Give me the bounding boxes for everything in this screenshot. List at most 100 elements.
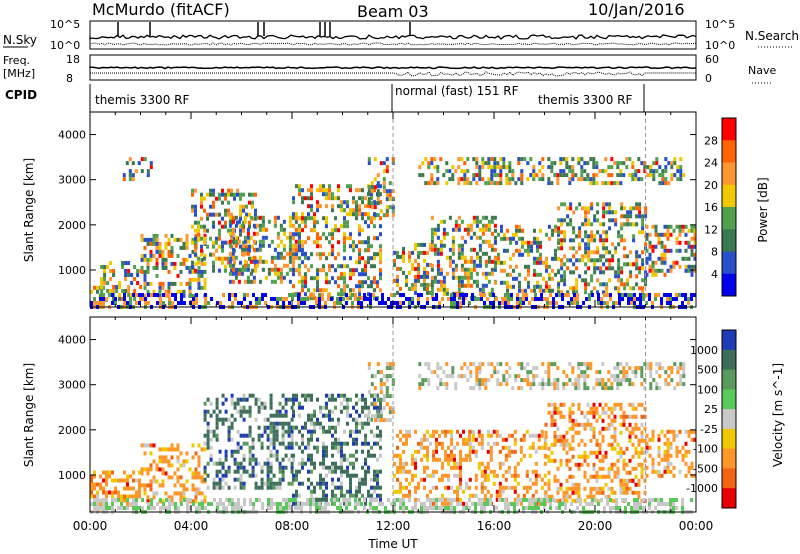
scatter-cell [337,184,340,189]
scatter-cell [252,293,255,297]
scatter-cell [577,486,581,491]
scatter-cell [270,239,274,244]
scatter-cell [554,272,557,277]
scatter-cell [272,429,276,434]
scatter-cell [466,259,470,264]
scatter-cell [622,482,626,487]
scatter-cell [266,457,270,462]
scatter-cell [382,398,386,403]
scatter-cell [373,236,376,241]
scatter-cell [248,220,251,225]
scatter-cell [132,293,135,297]
scatter-cell [188,289,192,294]
scatter-cell [655,157,659,162]
scatter-cell [663,441,667,446]
scatter-cell [352,240,355,245]
scatter-cell [122,173,126,178]
scatter-cell [276,255,280,260]
scatter-cell [126,486,129,491]
scatter-cell [581,278,585,283]
scatter-cell [584,210,588,215]
scatter-cell [472,157,476,162]
scatter-cell [340,292,343,297]
scatter-cell [292,200,295,205]
scatter-cell [111,470,114,475]
scatter-cell [333,502,336,506]
scatter-cell [273,215,277,220]
scatter-cell [584,222,588,227]
scatter-cell [536,236,539,241]
scatter-cell [622,410,626,415]
scatter-cell [564,293,567,297]
scatter-cell [602,222,606,227]
scatter-cell [298,188,301,193]
scatter-cell [568,362,572,367]
scatter-cell [484,259,488,264]
scatter-cell [596,258,600,263]
scatter-cell [601,438,605,443]
scatter-cell [475,263,479,268]
scatter-cell [96,301,99,305]
scatter-cell [248,449,252,454]
scatter-cell [658,165,662,170]
scatter-cell [93,506,96,510]
scatter-cell [592,466,596,471]
scatter-cell [465,441,468,446]
scatter-cell [282,219,286,224]
scatter-cell [474,493,478,498]
freq-tick-bottom: 8 [66,72,73,85]
scatter-cell [605,286,609,291]
scatter-cell [542,288,545,293]
scatter-cell [343,236,346,241]
scatter-cell [272,421,276,426]
scatter-cell [613,438,617,443]
scatter-cell [340,461,343,466]
scatter-cell [179,499,183,504]
scatter-cell [571,422,575,427]
scatter-cell [634,482,638,487]
scatter-cell [337,264,340,269]
scatter-cell [521,244,524,249]
scatter-cell [203,413,207,418]
scatter-cell [514,378,518,383]
scatter-cell [399,489,402,494]
scatter-cell [517,374,521,379]
scatter-cell [408,493,411,498]
scatter-cell [373,433,376,438]
scatter-cell [328,188,331,193]
scatter-cell [540,477,544,482]
scatter-cell [194,268,197,273]
scatter-cell [414,246,417,251]
scatter-cell [363,293,366,297]
scatter-cell [560,266,564,271]
scatter-cell [405,477,408,482]
scatter-cell [221,200,224,205]
scatter-cell [373,453,376,458]
scatter-cell [261,502,264,506]
scatter-cell [375,297,378,301]
scatter-cell [580,157,584,162]
scatter-cell [596,230,600,235]
scatter-cell [620,222,624,227]
scatter-cell [363,498,366,502]
scatter-cell [616,366,620,371]
scatter-cell [666,268,670,273]
scatter-cell [570,301,573,305]
scatter-cell [444,501,447,506]
scatter-cell [617,286,621,291]
scatter-cell [349,493,352,498]
scatter-cell [258,243,262,248]
scatter-cell [367,405,370,410]
scatter-cell [537,445,541,450]
scatter-cell [185,451,189,456]
scatter-cell [557,246,561,251]
scatter-cell [690,252,694,257]
scatter-cell [310,216,313,221]
scatter-cell [313,429,316,434]
scatter-cell [460,366,464,371]
scatter-cell [282,263,286,268]
scatter-cell [658,366,662,371]
scatter-cell [373,394,377,399]
scatter-cell [310,417,313,422]
